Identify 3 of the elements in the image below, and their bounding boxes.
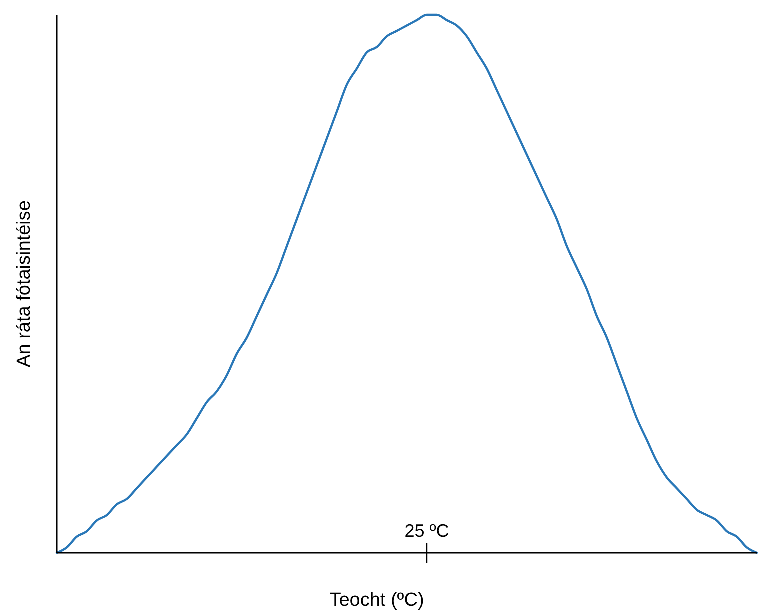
- x-axis-title: Teocht (ºC): [330, 590, 424, 611]
- annotation: 25 ºC: [404, 521, 450, 541]
- y-axis-title: An ráta fótaisintéise: [14, 200, 35, 368]
